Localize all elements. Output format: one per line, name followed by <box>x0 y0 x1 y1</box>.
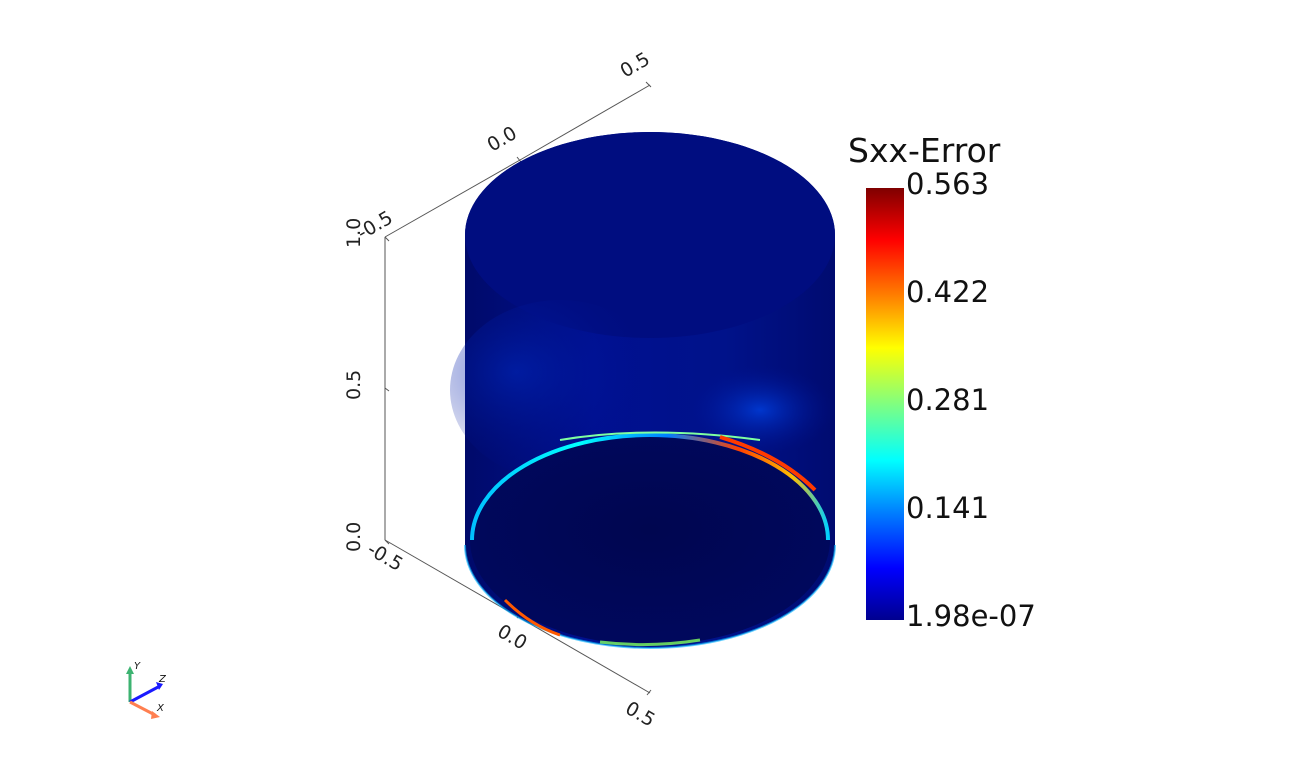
scalar-bar-max-label: 0.563 <box>906 167 989 201</box>
orientation-z-label: Z <box>158 674 167 685</box>
x-axis-top-label-zero: 0.0 <box>484 122 521 156</box>
y-axis-label-top: 1.0 <box>343 218 365 248</box>
axis-line-top-x <box>519 84 651 161</box>
error-hotspot-bottom-mid <box>599 638 701 647</box>
error-ring-lower <box>464 544 836 649</box>
error-hotspot-right <box>719 435 817 492</box>
x-axis-bottom-label-zero: 0.0 <box>494 620 531 654</box>
x-axis-bottom-label-pos: 0.5 <box>622 697 659 731</box>
tick <box>516 156 522 163</box>
scalar-bar[interactable]: Sxx-Error 0.563 0.422 0.281 0.141 1.98e-… <box>848 131 1036 633</box>
tick <box>384 236 390 242</box>
x-axis-top-label-pos: 0.5 <box>617 48 654 82</box>
error-ring-upper <box>470 433 830 541</box>
surface-glow-right <box>685 365 835 455</box>
scalar-bar-title: Sxx-Error <box>848 131 1001 170</box>
y-axis-label-bottom: 0.0 <box>343 522 365 552</box>
scalar-bar-min-label: 1.98e-07 <box>906 599 1036 633</box>
cylinder-top-cap <box>465 132 835 338</box>
tick <box>384 387 390 392</box>
tick <box>646 689 652 696</box>
orientation-z-arrow-icon <box>156 682 163 690</box>
y-axis-label-mid: 0.5 <box>343 370 365 400</box>
cylinder-bottom-disk <box>470 435 830 645</box>
orientation-x-label: X <box>156 703 165 714</box>
orientation-axes: Y Z X <box>126 661 167 719</box>
orientation-x-arrow-icon <box>151 711 160 719</box>
scalar-bar-tick-label: 0.281 <box>906 383 989 417</box>
tick <box>384 539 390 545</box>
orientation-z-axis <box>129 684 161 704</box>
x-axis-bottom-label-neg: -0.5 <box>364 538 407 576</box>
orientation-y-arrow-icon <box>126 666 134 674</box>
surface-glow-left <box>450 300 670 480</box>
scalar-bar-tick-label: 0.422 <box>906 275 989 309</box>
tick <box>645 81 652 88</box>
orientation-y-label: Y <box>134 661 141 672</box>
scalar-bar-tick-label: 0.141 <box>906 491 989 525</box>
cylinder-mesh[interactable] <box>450 132 836 649</box>
orientation-x-axis <box>129 700 156 717</box>
scalar-bar-gradient <box>866 188 904 620</box>
error-ring-highlight <box>559 431 761 441</box>
axis-line-top-back <box>384 159 521 238</box>
error-hotspot-bottom <box>503 598 561 637</box>
